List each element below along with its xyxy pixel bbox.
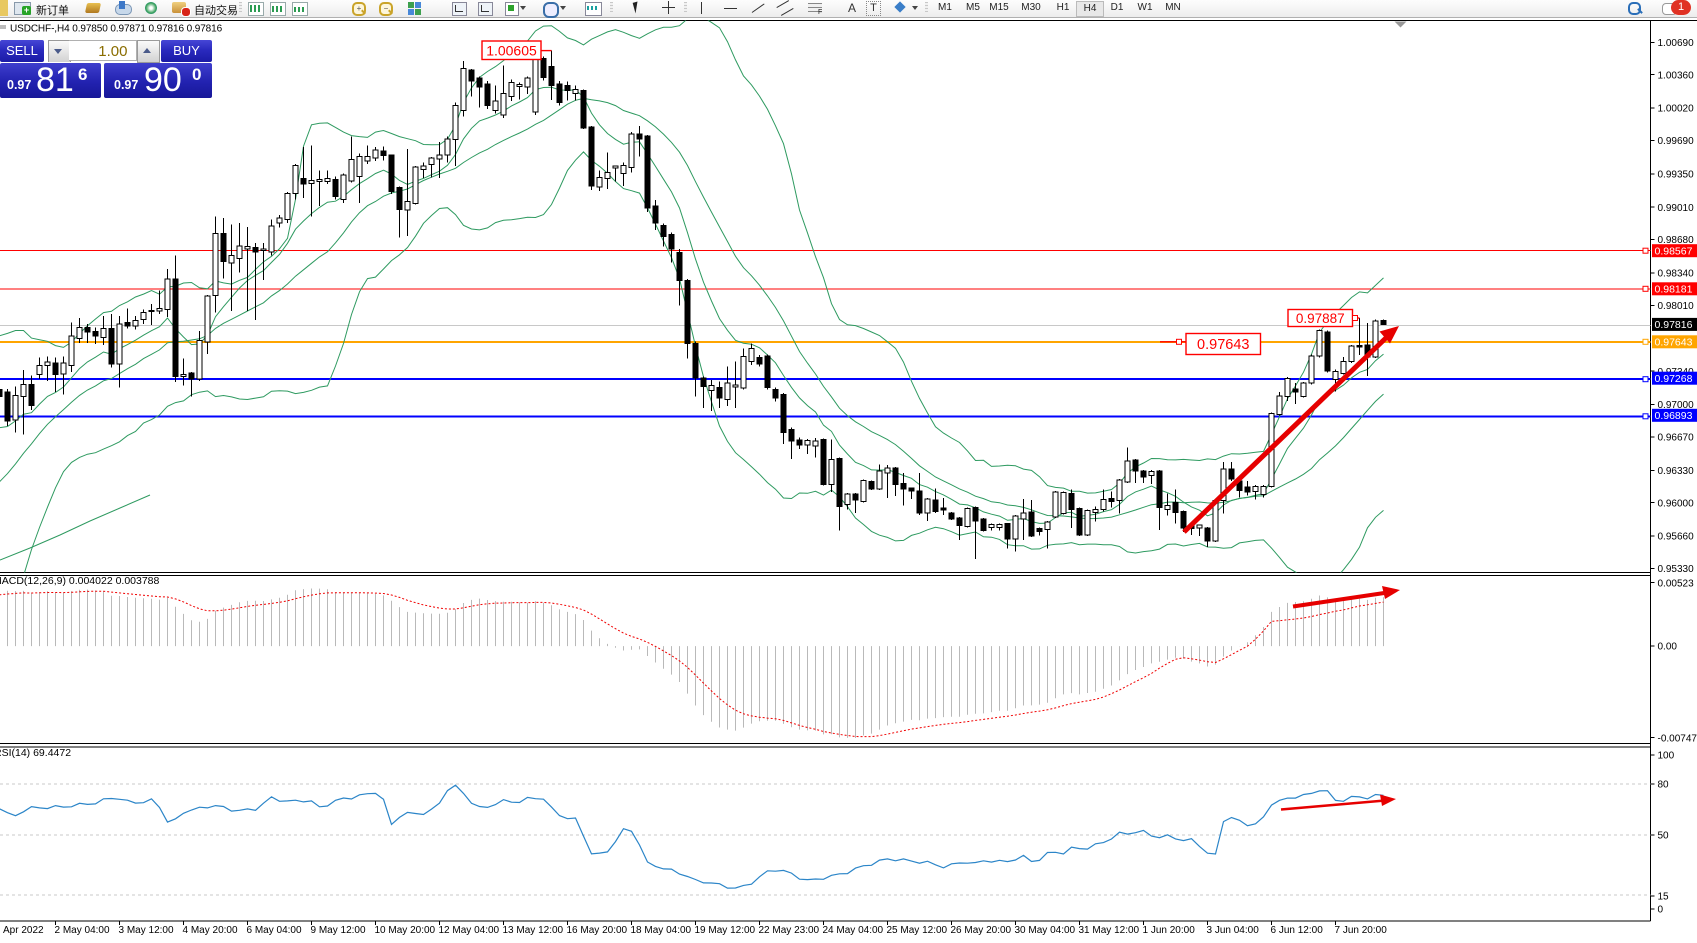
svg-text:18 May 04:00: 18 May 04:00 [631,925,692,936]
svg-text:0.95660: 0.95660 [1658,532,1695,543]
svg-text:0.99690: 0.99690 [1658,136,1695,147]
svg-text:15: 15 [1658,891,1670,902]
svg-text:100: 100 [1658,750,1675,761]
svg-text:1 Jun 20:00: 1 Jun 20:00 [1143,925,1196,936]
svg-text:0.98567: 0.98567 [1655,245,1693,257]
svg-text:0.96670: 0.96670 [1658,433,1695,444]
svg-text:80: 80 [1658,779,1670,790]
svg-text:30 May 04:00: 30 May 04:00 [1015,925,1076,936]
svg-text:1.00690: 1.00690 [1658,38,1695,49]
svg-text:0.98181: 0.98181 [1655,283,1693,295]
svg-text:1.00605: 1.00605 [486,42,537,58]
svg-text:3 Jun 04:00: 3 Jun 04:00 [1207,925,1260,936]
svg-text:0.00523: 0.00523 [1658,578,1695,589]
svg-text:24 May 04:00: 24 May 04:00 [823,925,884,936]
svg-text:0.97816: 0.97816 [1655,319,1693,331]
svg-text:0.97268: 0.97268 [1655,373,1693,385]
svg-text:19 May 12:00: 19 May 12:00 [695,925,756,936]
svg-text:6 May 04:00: 6 May 04:00 [247,925,302,936]
svg-text:50: 50 [1658,831,1670,842]
svg-text:1.00360: 1.00360 [1658,70,1695,81]
svg-text:0.99010: 0.99010 [1658,203,1695,214]
svg-text:1.00020: 1.00020 [1658,104,1695,115]
svg-text:10 May 20:00: 10 May 20:00 [375,925,436,936]
svg-text:0.98340: 0.98340 [1658,269,1695,280]
svg-text:31 May 12:00: 31 May 12:00 [1079,925,1140,936]
svg-text:0.00: 0.00 [1658,642,1678,653]
svg-text:16 May 20:00: 16 May 20:00 [567,925,628,936]
svg-text:0.99350: 0.99350 [1658,169,1695,180]
svg-text:RSI(14) 69.4472: RSI(14) 69.4472 [0,747,71,759]
svg-text:9 May 12:00: 9 May 12:00 [311,925,366,936]
svg-text:0.97887: 0.97887 [1296,311,1345,326]
svg-text:3 May 12:00: 3 May 12:00 [119,925,174,936]
svg-text:0: 0 [1658,905,1664,916]
svg-text:25 May 12:00: 25 May 12:00 [887,925,948,936]
svg-text:2 May 04:00: 2 May 04:00 [55,925,110,936]
svg-text:Apr 2022: Apr 2022 [3,925,44,936]
svg-text:0.96000: 0.96000 [1658,498,1695,509]
svg-text:26 May 20:00: 26 May 20:00 [951,925,1012,936]
svg-text:-0.00747: -0.00747 [1658,733,1697,744]
svg-text:22 May 23:00: 22 May 23:00 [759,925,820,936]
svg-text:0.97643: 0.97643 [1655,336,1693,348]
svg-text:4 May 20:00: 4 May 20:00 [183,925,238,936]
svg-text:0.96893: 0.96893 [1655,410,1693,422]
svg-text:13 May 12:00: 13 May 12:00 [503,925,564,936]
svg-text:0.97643: 0.97643 [1197,337,1249,353]
svg-text:USDCHF-,H4 0.97850 0.97871 0.: USDCHF-,H4 0.97850 0.97871 0.97816 0.978… [10,24,223,35]
svg-text:0.98010: 0.98010 [1658,301,1695,312]
svg-text:0.95330: 0.95330 [1658,564,1695,575]
svg-text:6 Jun 12:00: 6 Jun 12:00 [1271,925,1324,936]
svg-text:0.96330: 0.96330 [1658,466,1695,477]
svg-text:12 May 04:00: 12 May 04:00 [439,925,500,936]
svg-text:MACD(12,26,9) 0.004022 0.00378: MACD(12,26,9) 0.004022 0.003788 [0,575,160,587]
svg-text:7 Jun 20:00: 7 Jun 20:00 [1335,925,1388,936]
